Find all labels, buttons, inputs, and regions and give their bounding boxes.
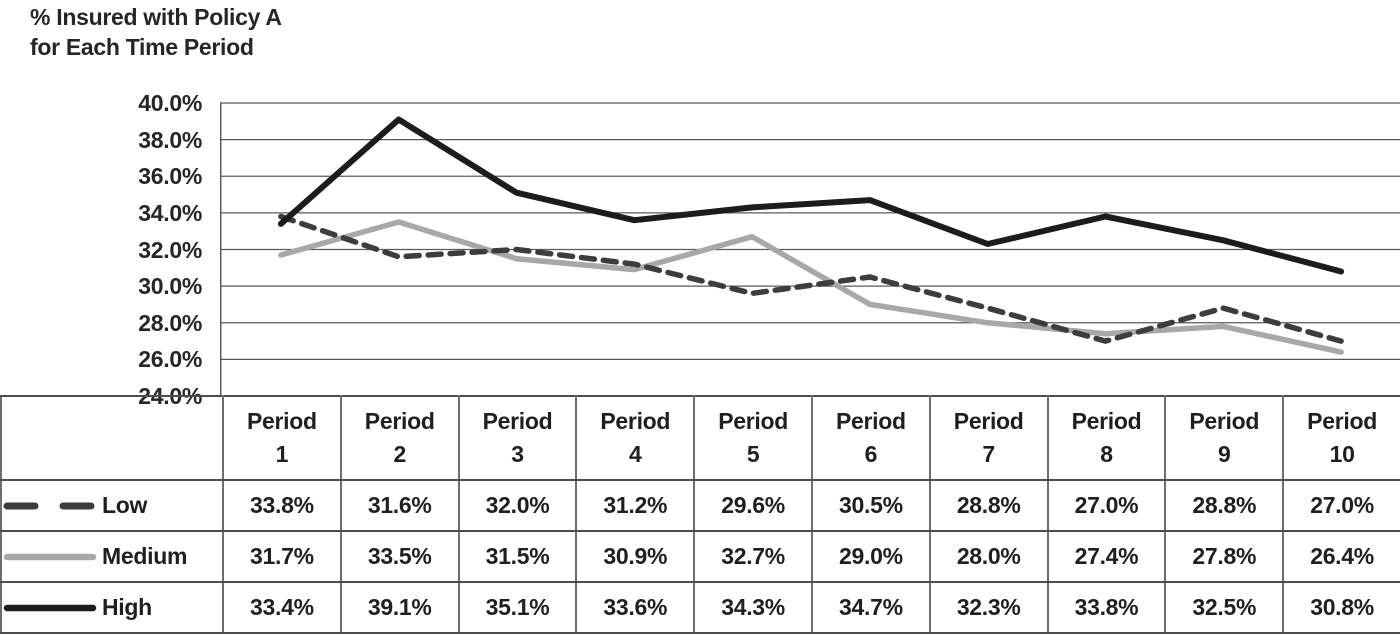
table-cell: 32.5%	[1164, 581, 1285, 634]
column-header-number: 1	[275, 441, 289, 467]
column-header-number: 5	[746, 441, 760, 467]
table-cell: 27.0%	[1282, 479, 1400, 532]
table-cell: 35.1%	[457, 581, 578, 634]
column-header-number: 3	[511, 441, 524, 467]
table-cell: 28.8%	[928, 479, 1049, 532]
column-header-word: Period	[1071, 408, 1142, 434]
table-cell: 28.0%	[928, 530, 1049, 583]
column-header-period-4: Period 4	[575, 395, 696, 481]
column-header-word: Period	[1307, 408, 1377, 434]
legend-entry: Low	[2, 492, 222, 519]
y-axis-tick-label: 34.0%	[138, 199, 202, 226]
legend-entry: High	[2, 594, 222, 621]
table-cell: 28.8%	[1164, 479, 1285, 532]
table-cell: 30.8%	[1282, 581, 1400, 634]
legend-label: High	[102, 594, 152, 620]
column-header-period-5: Period 5	[693, 395, 813, 481]
column-header-word: Period	[482, 408, 553, 434]
table-cell: 27.8%	[1164, 530, 1285, 583]
table-cell: 31.6%	[339, 479, 460, 532]
column-header-word: Period	[718, 408, 788, 434]
column-header-number: 2	[393, 441, 406, 467]
table-cell: 30.9%	[575, 530, 696, 583]
table-cell: 26.4%	[1282, 530, 1400, 583]
column-header-number: 10	[1329, 441, 1355, 467]
column-header-period-10: Period 10	[1282, 395, 1400, 481]
line-chart-plot	[219, 102, 1400, 396]
table-cell: 33.6%	[575, 581, 696, 634]
table-row-medium: Medium 31.7% 33.5% 31.5% 30.9% 32.7% 29.0% 28.0…	[0, 530, 1400, 583]
column-header-number: 9	[1218, 441, 1231, 467]
column-header-word: Period	[364, 408, 435, 434]
table-cell: 33.5%	[339, 530, 460, 583]
y-axis-tick-label: 30.0%	[138, 273, 202, 300]
y-axis-tick-label: 38.0%	[138, 126, 202, 153]
table-cell: 34.7%	[810, 581, 931, 634]
chart-title-line1: % Insured with Policy A	[30, 4, 282, 30]
legend-item-low: Low	[0, 479, 224, 532]
table-cell: 29.0%	[810, 530, 931, 583]
table-cell: 32.0%	[457, 479, 578, 532]
series-line-high	[277, 116, 1345, 275]
table-row-high: High 33.4% 39.1% 35.1% 33.6% 34.3% 34.7% 32.3% 3…	[0, 581, 1400, 634]
legend-line-sample	[3, 553, 97, 560]
column-header-word: Period	[835, 408, 906, 434]
legend-line-sample	[3, 502, 97, 509]
column-header-word: Period	[247, 408, 317, 434]
y-axis-tick-label: 40.0%	[138, 90, 202, 116]
column-header-number: 6	[864, 441, 878, 467]
legend-label: Low	[102, 492, 148, 518]
table-cell: 33.4%	[222, 581, 342, 634]
table-cell: 32.3%	[928, 581, 1049, 634]
series-line-low	[278, 213, 1344, 344]
column-header-period-8: Period 8	[1046, 395, 1167, 481]
column-header-period-2: Period 2	[339, 395, 460, 481]
column-header-number: 4	[629, 441, 642, 467]
table-cell: 31.7%	[222, 530, 342, 583]
y-axis-tick-label: 36.0%	[138, 163, 202, 190]
y-axis-tick-label: 32.0%	[138, 236, 202, 263]
column-header-word: Period	[600, 408, 671, 434]
series-line-medium	[278, 219, 1344, 355]
column-header-word: Period	[953, 408, 1024, 434]
y-axis-tick-label: 26.0%	[138, 346, 202, 373]
table-cell: 30.5%	[810, 479, 931, 532]
table-cell: 29.6%	[693, 479, 813, 532]
table-cell: 27.0%	[1046, 479, 1167, 532]
table-cell: 33.8%	[222, 479, 342, 532]
legend-item-medium: Medium	[0, 530, 224, 583]
legend-line-sample	[3, 604, 97, 611]
legend-entry: Medium	[2, 543, 222, 570]
column-header-period-6: Period 6	[810, 395, 931, 481]
table-header-row: Period 1 Period 2 Period 3 Period 4 Period 5 Perio…	[0, 395, 1400, 481]
table-cell: 34.3%	[693, 581, 813, 634]
column-header-period-9: Period 9	[1164, 395, 1285, 481]
table-cell: 27.4%	[1046, 530, 1167, 583]
column-header-period-3: Period 3	[457, 395, 578, 481]
table-row-low: Low 33.8% 31.6% 32.0% 31.2% 29.6% 30.5% 28.8% 27…	[0, 479, 1400, 532]
chart-title: % Insured with Policy A for Each Time Pe…	[30, 2, 282, 62]
table-cell: 33.8%	[1046, 581, 1167, 634]
table-cell: 31.2%	[575, 479, 696, 532]
table-cell: 39.1%	[339, 581, 460, 634]
legend-label: Medium	[102, 543, 188, 569]
table-cell: 32.7%	[693, 530, 813, 583]
chart-title-line2: for Each Time Period	[30, 34, 254, 60]
column-header-word: Period	[1189, 408, 1260, 434]
header-spacer-cell	[0, 395, 224, 481]
table-cell: 31.5%	[457, 530, 578, 583]
column-header-period-1: Period 1	[222, 395, 342, 481]
column-header-number: 7	[982, 441, 995, 467]
data-table: Period 1 Period 2 Period 3 Period 4 Period 5 Perio…	[0, 395, 1400, 634]
column-header-period-7: Period 7	[928, 395, 1049, 481]
y-axis-tick-label: 28.0%	[138, 309, 202, 336]
column-header-number: 8	[1100, 441, 1113, 467]
legend-item-high: High	[0, 581, 224, 634]
